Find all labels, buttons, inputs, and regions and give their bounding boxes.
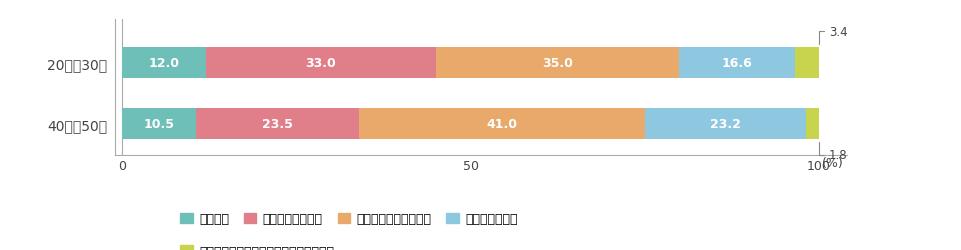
Bar bbox=[358, 109, 644, 140]
Text: 41.0: 41.0 bbox=[486, 118, 517, 131]
Text: 10.5: 10.5 bbox=[143, 118, 174, 131]
Bar bbox=[195, 109, 358, 140]
Text: 23.5: 23.5 bbox=[261, 118, 292, 131]
Text: (%): (%) bbox=[822, 156, 843, 169]
Bar bbox=[805, 109, 818, 140]
Text: 23.2: 23.2 bbox=[709, 118, 740, 131]
Text: 12.0: 12.0 bbox=[149, 56, 180, 70]
Bar bbox=[435, 48, 678, 78]
Bar bbox=[122, 109, 195, 140]
Legend: 今後の生き方について考えたことがない: 今後の生き方について考えたことがない bbox=[180, 245, 333, 250]
Bar bbox=[644, 109, 805, 140]
Text: 1.8: 1.8 bbox=[818, 142, 847, 162]
Bar bbox=[206, 48, 435, 78]
Text: 16.6: 16.6 bbox=[721, 56, 752, 70]
Text: 33.0: 33.0 bbox=[306, 56, 336, 70]
Bar bbox=[122, 48, 206, 78]
Text: 35.0: 35.0 bbox=[542, 56, 573, 70]
Text: 3.4: 3.4 bbox=[818, 26, 847, 45]
Bar bbox=[678, 48, 794, 78]
Bar bbox=[794, 48, 818, 78]
